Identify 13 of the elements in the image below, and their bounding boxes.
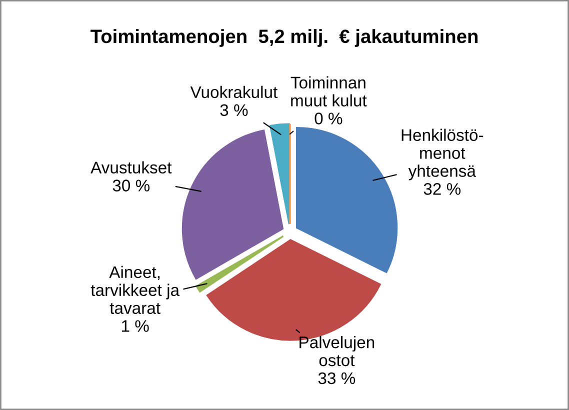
data-label: 3 % [220, 104, 248, 116]
slice-label: Vuokrakulut [190, 86, 278, 98]
data-label: 30 % [112, 180, 150, 192]
data-label: 33 % [318, 372, 356, 384]
text: 0 % [314, 112, 342, 124]
slice-label: Henkilöstö- menot yhteensä [402, 128, 484, 180]
slice-label: Avustukset [90, 161, 172, 174]
data-label: 32 % [424, 183, 461, 195]
data-label: 1 % [122, 320, 149, 332]
slice-label: Palvelujen ostot [300, 336, 374, 366]
chart-title: Toimintamenojen 5,2 milj. € jakautuminen [90, 29, 478, 47]
category-label: Toiminnan muut kulut [290, 76, 367, 106]
slice-label: Aineet, tarvikkeet ja tavarat [90, 266, 180, 314]
